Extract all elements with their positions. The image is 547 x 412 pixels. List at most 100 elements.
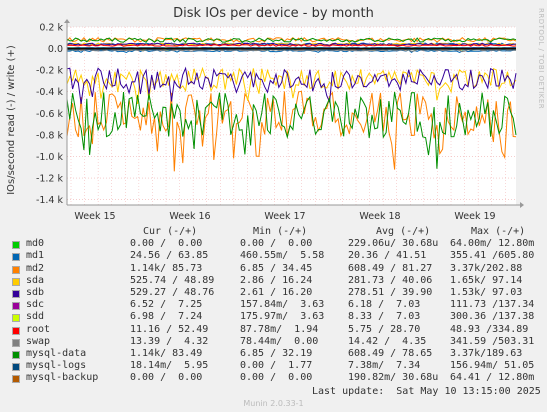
x-tick-label: Week 19 [454, 211, 495, 222]
header-cur: Cur (-/+) [143, 226, 198, 237]
legend-cur: 6.98 / 7.24 [130, 311, 203, 323]
legend-max: 355.41 /605.80 [450, 250, 535, 262]
legend-row-mysql-data: mysql-data 1.14k/ 83.49 6.85 / 32.19 608.49… [10, 348, 540, 360]
legend-min: 2.61 / 16.20 [240, 286, 313, 298]
legend-avg: 608.49 / 78.65 [348, 347, 433, 359]
legend-cur: 24.56 / 63.85 [130, 250, 209, 262]
series-line-read-sda [66, 66, 517, 104]
legend-min: 0.00 / 0.00 [240, 238, 313, 250]
legend-row-sdd: sdd 6.98 / 7.24 175.97m/ 3.63 8.33 / 7.03 30… [10, 311, 540, 323]
y-tick-label: -0.4 k [36, 87, 64, 98]
legend-name: mysql-backup [26, 372, 99, 384]
legend-min: 6.85 / 32.19 [240, 347, 313, 359]
legend-name: md2 [26, 262, 45, 274]
last-update: Last update: Sat May 10 13:15:00 2025 [312, 386, 541, 397]
y-tick-label: 0.2 k [39, 23, 63, 34]
legend-max: 3.37k/202.88 [450, 262, 523, 274]
legend-name: mysql-data [26, 347, 87, 359]
y-axis-arrow [64, 19, 70, 23]
header-min: Min (-/+) [253, 226, 308, 237]
series-line-write-root [66, 44, 517, 47]
y-tick-label: -1.2 k [36, 174, 64, 185]
legend-cur: 0.00 / 0.00 [130, 372, 203, 384]
legend-row-mysql-logs: mysql-logs 18.14m/ 5.95 0.00 / 1.77 7.38m/ … [10, 360, 540, 372]
x-axis-arrow [520, 202, 524, 208]
y-tick-label: -0.8 k [36, 130, 64, 141]
y-tick-label: -0.6 k [36, 109, 64, 120]
legend-swatch [12, 289, 20, 298]
legend-row-swap: swap 13.39 / 4.32 78.44m/ 0.00 14.42 / 4.35… [10, 336, 540, 348]
legend-cur: 1.14k/ 83.49 [130, 347, 203, 359]
legend-avg: 608.49 / 81.27 [348, 262, 433, 274]
legend-swatch [12, 241, 20, 250]
legend-row-sda: sda 525.74 / 48.89 2.86 / 16.24 281.73 / 40… [10, 275, 540, 287]
legend-cur: 6.52 / 7.25 [130, 299, 203, 311]
y-tick-label: -1.4 k [36, 195, 64, 206]
legend-name: md0 [26, 238, 45, 250]
legend-swatch [12, 350, 20, 359]
legend-min: 2.86 / 16.24 [240, 274, 313, 286]
legend-max: 300.36 /137.38 [450, 311, 535, 323]
y-tick-label: 0.0 [48, 44, 63, 55]
legend-avg: 14.42 / 4.35 [348, 335, 427, 347]
x-tick-label: Week 15 [74, 211, 115, 222]
legend-max: 341.59 /503.31 [450, 335, 535, 347]
legend-avg: 20.36 / 41.51 [348, 250, 427, 262]
legend-swatch [12, 326, 20, 335]
chart-title: Disk IOs per device - by month [173, 6, 374, 21]
legend-swatch [12, 302, 20, 311]
series-line-read-sdb [66, 66, 517, 104]
legend-swatch [12, 265, 20, 274]
series-line-read-mysql-data [66, 91, 517, 169]
series-sdb [66, 42, 517, 104]
legend-cur: 529.27 / 48.76 [130, 286, 215, 298]
legend-min: 87.78m/ 1.94 [240, 323, 319, 335]
legend-avg: 278.51 / 39.90 [348, 286, 433, 298]
legend-cur: 11.16 / 52.49 [130, 323, 209, 335]
legend-row-md2: md2 1.14k/ 85.73 6.85 / 34.45 608.49 / 81.2… [10, 263, 540, 275]
plot-area: 0.2 k 0.0 -0.2 k -0.4 k -0.6 k -0.8 k -1.0 k -1… [6, 19, 524, 222]
header-max: Max (-/+) [471, 226, 526, 237]
series-line-write-mysql-data [66, 37, 517, 43]
rrdtool-credit: RRDTOOL / TOBI OETIKER [537, 8, 545, 110]
legend-avg: 5.75 / 28.70 [348, 323, 421, 335]
series-line-read-mysql-logs [66, 48, 517, 51]
series-mysql-logs [66, 47, 517, 51]
y-tick-label: -0.2 k [36, 66, 64, 77]
legend-cur: 1.14k/ 85.73 [130, 262, 203, 274]
x-tick-label: Week 17 [264, 211, 305, 222]
legend-max: 111.73 /137.34 [450, 299, 535, 311]
legend-min: 0.00 / 0.00 [240, 372, 313, 384]
x-tick-label: Week 16 [169, 211, 210, 222]
legend-name: sda [26, 274, 45, 286]
legend-row-md0: md0 0.00 / 0.00 0.00 / 0.00 229.06u/ 30.68u… [10, 238, 540, 250]
legend-swatch [12, 375, 20, 384]
munin-version: Munin 2.0.33-1 [243, 399, 304, 408]
legend-header: Cur (-/+) Min (-/+) Avg (-/+) Max (-/+) [10, 226, 540, 238]
legend-cur: 0.00 / 0.00 [130, 238, 203, 250]
x-tick-label: Week 18 [359, 211, 400, 222]
header-avg: Avg (-/+) [376, 226, 431, 237]
legend-max: 64.41 / 12.80m [450, 372, 535, 384]
legend-avg: 6.18 / 7.03 [348, 299, 421, 311]
legend-swatch [12, 338, 20, 347]
legend-cur: 13.39 / 4.32 [130, 335, 209, 347]
legend-avg: 229.06u/ 30.68u [348, 238, 439, 250]
legend-max: 48.93 /334.89 [450, 323, 529, 335]
legend-swatch [12, 253, 20, 262]
legend-avg: 7.38m/ 7.34 [348, 360, 421, 372]
series-mysql-data [66, 37, 517, 169]
legend-row-md1: md1 24.56 / 63.85 460.55m/ 5.58 20.36 / 41.… [10, 250, 540, 262]
legend-cur: 18.14m/ 5.95 [130, 360, 209, 372]
legend-row-sdb: sdb 529.27 / 48.76 2.61 / 16.20 278.51 / 39… [10, 287, 540, 299]
legend-row-mysql-backup: mysql-backup 0.00 / 0.00 0.00 / 0.00 190.82… [10, 372, 540, 384]
legend-swatch [12, 314, 20, 323]
legend-min: 175.97m/ 3.63 [240, 311, 325, 323]
legend-min: 0.00 / 1.77 [240, 360, 313, 372]
legend-row-root: root 11.16 / 52.49 87.78m/ 1.94 5.75 / 28.7… [10, 324, 540, 336]
series-line-read-md2 [66, 90, 517, 172]
legend-table: Cur (-/+) Min (-/+) Avg (-/+) Max (-/+) … [10, 226, 540, 384]
legend-min: 157.84m/ 3.63 [240, 299, 325, 311]
y-axis-label: IOs/second read (-) / write (+) [6, 45, 17, 195]
